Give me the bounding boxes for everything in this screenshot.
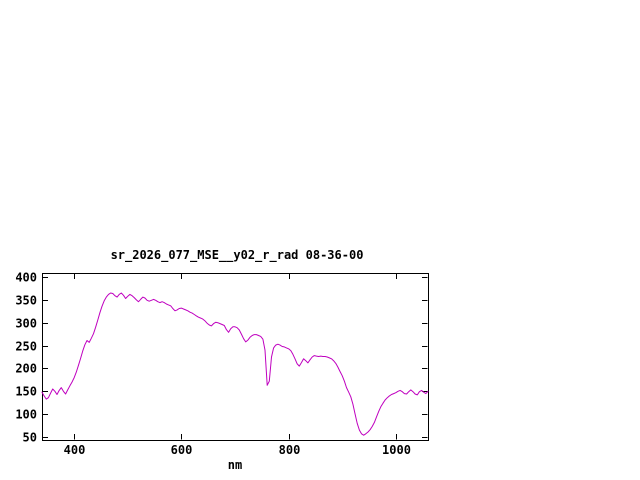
spectrum-line — [41, 292, 429, 436]
y-tick-label: 200 — [15, 362, 37, 376]
chart-title: sr_2026_077_MSE__y02_r_rad 08-36-00 — [111, 248, 364, 263]
x-tick-label: 400 — [64, 443, 86, 457]
y-tick-label: 300 — [15, 317, 37, 331]
x-tick-label: 1000 — [382, 443, 411, 457]
y-tick-label: 100 — [15, 408, 37, 422]
x-axis-label: nm — [228, 458, 242, 472]
y-tick-label: 150 — [15, 385, 37, 399]
y-tick-label: 250 — [15, 340, 37, 354]
plot-border — [42, 273, 429, 441]
y-tick-label: 50 — [23, 431, 37, 445]
x-tick-label: 800 — [279, 443, 301, 457]
y-tick-label: 400 — [15, 271, 37, 285]
y-tick-label: 350 — [15, 294, 37, 308]
x-tick-label: 600 — [171, 443, 193, 457]
